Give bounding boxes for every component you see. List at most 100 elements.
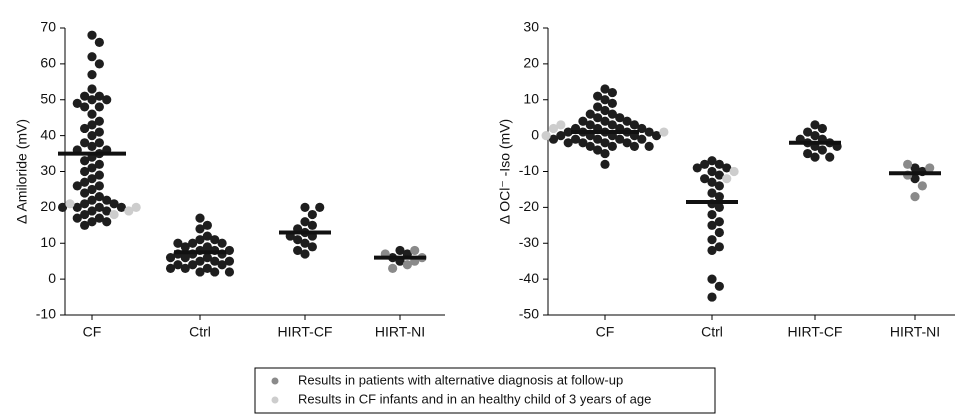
data-point (224, 245, 235, 256)
data-point (714, 159, 724, 169)
y-tick-label: 20 (40, 198, 56, 214)
data-point (825, 152, 835, 162)
data-point (637, 134, 647, 144)
y-tick-label: 0 (531, 126, 539, 142)
data-point (578, 116, 588, 126)
data-point (615, 134, 625, 144)
data-point (578, 138, 588, 148)
data-point (102, 195, 112, 205)
y-axis-label: Δ OCl⁻ -Iso (mV) (497, 119, 513, 224)
y-tick-label: -10 (519, 162, 539, 178)
data-point (195, 213, 205, 223)
x-tick-label: Ctrl (701, 324, 723, 340)
data-point (570, 134, 581, 144)
legend-box (254, 367, 716, 414)
data-point (102, 217, 112, 227)
data-point (300, 217, 310, 227)
data-point (87, 163, 97, 173)
x-tick-label: HIRT-NI (375, 324, 425, 340)
y-tick-label: 30 (40, 162, 56, 178)
data-point (600, 84, 610, 94)
data-point (94, 116, 104, 126)
data-point (556, 120, 566, 130)
data-point (315, 202, 325, 212)
data-point (707, 166, 717, 177)
data-point (607, 98, 617, 108)
x-tick-label: CF (596, 324, 615, 340)
data-point (116, 202, 127, 212)
data-point (80, 209, 90, 220)
data-point (541, 131, 551, 141)
data-point (94, 213, 104, 223)
data-point (224, 256, 235, 266)
data-point (102, 95, 112, 105)
data-point (817, 145, 827, 155)
data-point (300, 202, 310, 212)
data-point (910, 192, 920, 202)
y-tick-label: 20 (523, 55, 539, 71)
data-point (593, 145, 603, 155)
y-tick-label: 10 (523, 90, 539, 106)
data-point (714, 170, 724, 180)
data-point (600, 159, 610, 169)
data-point (87, 84, 97, 94)
data-point (817, 123, 827, 134)
data-point (714, 202, 724, 212)
data-point (402, 260, 412, 270)
data-point (563, 138, 573, 148)
data-point (195, 267, 205, 277)
data-point (910, 163, 920, 173)
data-point (707, 292, 717, 302)
data-point (593, 91, 603, 101)
data-point (607, 109, 617, 119)
data-point (80, 177, 90, 187)
data-point (700, 159, 710, 169)
y-tick-label: 0 (48, 270, 56, 286)
y-tick-label: 70 (40, 19, 56, 35)
legend-label: Results in patients with alternative dia… (298, 372, 623, 387)
data-point (87, 174, 97, 184)
y-tick-label: 60 (40, 55, 56, 71)
y-tick-label: -50 (519, 306, 539, 322)
data-point (629, 120, 640, 130)
data-point (188, 260, 198, 270)
data-point (644, 141, 654, 151)
data-point (593, 102, 603, 112)
x-tick-label: HIRT-CF (788, 324, 843, 340)
y-axis-label: Δ Amiloride (mV) (14, 119, 30, 224)
data-point (293, 245, 303, 256)
data-point (593, 113, 603, 123)
data-point (593, 134, 603, 144)
data-point (707, 235, 717, 245)
legend-label: Results in CF infants and in an healthy … (298, 391, 651, 406)
data-point (810, 120, 820, 130)
legend-marker (271, 396, 279, 404)
data-point (80, 123, 90, 134)
data-point (714, 181, 724, 191)
data-point (707, 274, 717, 284)
data-point (307, 220, 317, 230)
y-tick-label: 10 (40, 234, 56, 250)
data-point (210, 267, 220, 277)
data-point (600, 105, 610, 116)
data-point (651, 131, 662, 141)
x-tick-label: Ctrl (189, 324, 211, 340)
data-point (307, 242, 317, 252)
data-point (217, 260, 227, 270)
data-point (622, 138, 632, 148)
data-point (80, 199, 90, 209)
data-point (607, 120, 617, 130)
data-point (722, 163, 732, 173)
data-point (395, 245, 405, 256)
data-point (556, 131, 566, 141)
data-point (165, 253, 176, 263)
data-point (607, 141, 617, 151)
data-point (563, 127, 573, 137)
data-point (72, 213, 82, 223)
data-point (87, 70, 97, 80)
data-point (210, 235, 220, 245)
y-tick-label: 30 (523, 19, 539, 35)
data-point (300, 249, 310, 259)
data-point (87, 206, 97, 216)
